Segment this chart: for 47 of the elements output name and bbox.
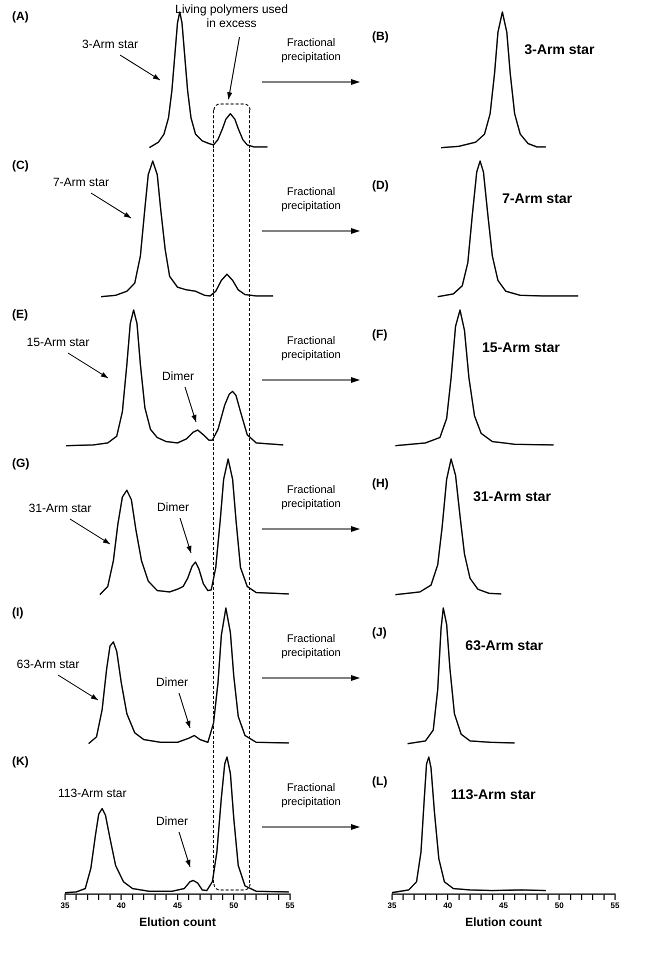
annotation: 15-Arm star — [26, 335, 90, 349]
series-label: 113-Arm star — [450, 786, 536, 802]
x-tick-label: 35 — [388, 901, 397, 910]
annotation: Fractional precipitation — [280, 334, 342, 362]
chart-title: (G) — [12, 456, 30, 470]
x-tick-label: 55 — [610, 901, 620, 910]
x-tick-label: 35 — [60, 901, 70, 910]
text: (D) — [372, 178, 389, 192]
annotation: 31-Arm star — [28, 501, 92, 515]
series-label: 63-Arm star — [465, 637, 544, 653]
chart-title: (I) — [12, 605, 24, 619]
annotation: Dimer — [157, 500, 189, 514]
text: (F) — [372, 327, 388, 341]
series-label: 7-Arm star — [502, 190, 573, 206]
text: (H) — [372, 476, 389, 490]
chart-title: (A) — [12, 9, 29, 23]
text: (L) — [372, 774, 388, 788]
annotation: 63-Arm star — [16, 657, 80, 671]
annotation: 3-Arm star — [82, 37, 138, 51]
annotation: 7-Arm star — [52, 175, 110, 189]
annotation: Dimer — [156, 675, 188, 689]
x-tick-label: 45 — [173, 901, 182, 910]
annotation: Fractional precipitation — [280, 483, 342, 511]
x-tick-label: 40 — [443, 901, 453, 910]
annotation: Living polymers used in excess — [175, 2, 288, 30]
series-label: 15-Arm star — [482, 339, 560, 355]
x-tick-label: 50 — [229, 901, 239, 910]
annotation: Fractional precipitation — [280, 632, 342, 660]
x-tick-label: 40 — [116, 901, 126, 910]
chart-title: (E) — [12, 307, 28, 321]
annotation: Dimer — [156, 814, 188, 828]
annotation: Fractional precipitation — [280, 781, 342, 809]
text: (B) — [372, 29, 389, 43]
annotation: 113-Arm star — [58, 786, 126, 800]
annotation: Dimer — [162, 369, 194, 383]
x-axis-title: Elution count — [139, 915, 216, 930]
x-tick-label: 45 — [499, 901, 508, 910]
x-tick-label: 50 — [554, 901, 564, 910]
series-label: 3-Arm star — [524, 41, 595, 57]
x-tick-label: 55 — [286, 901, 295, 910]
chart-title: (C) — [12, 158, 29, 172]
x-axis-title: Elution count — [465, 915, 542, 930]
text: (J) — [372, 625, 387, 639]
series-label: 31-Arm star — [473, 488, 552, 504]
annotation: Fractional precipitation — [280, 36, 342, 64]
annotation: Fractional precipitation — [280, 185, 342, 213]
chart-title: (K) — [12, 754, 29, 768]
